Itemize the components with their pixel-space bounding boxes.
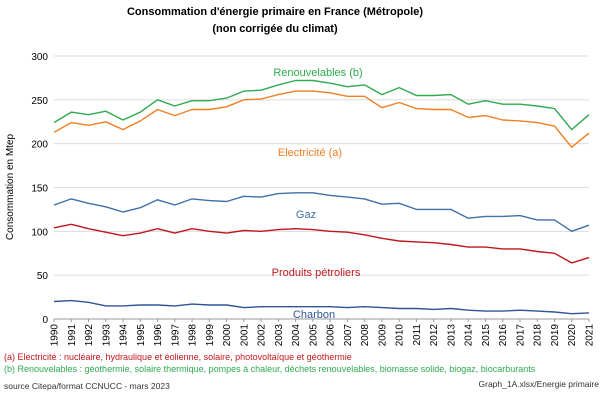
x-tick-label: 2020 xyxy=(567,324,578,347)
x-tick-label: 2014 xyxy=(464,324,475,347)
y-tick-label: 0 xyxy=(42,315,48,326)
x-tick-label: 1996 xyxy=(153,324,164,347)
x-tick-label: 2000 xyxy=(222,324,233,347)
x-axis-ticks: 1990 1991 1992 1993 1994 1995 1996 1997 1998 1999… xyxy=(50,319,596,346)
x-tick-label: 1997 xyxy=(170,324,181,347)
x-tick-label: 2001 xyxy=(239,324,250,347)
footnote-renouvelables: (b) Renouvelables : géothermie, solaire … xyxy=(4,364,536,374)
series-line-renouvelables-b xyxy=(53,79,590,131)
source-note: source Citepa/format CCNUCC - mars 2023 xyxy=(4,381,170,391)
x-tick-label: 2009 xyxy=(377,324,388,347)
x-tick-label: 2010 xyxy=(395,324,406,347)
x-tick-label: 1994 xyxy=(119,324,130,347)
y-axis-label: Consommation en Mtep xyxy=(5,133,16,240)
x-tick-label: 2016 xyxy=(498,324,509,347)
x-tick-label: 1999 xyxy=(205,324,216,347)
footnote-electricite: (a) Electricité : nucléaire, hydraulique… xyxy=(4,352,352,362)
x-tick-label: 1992 xyxy=(84,324,95,347)
x-tick-label: 2021 xyxy=(585,324,596,347)
series-line-electricit-a xyxy=(53,90,590,148)
x-tick-label: 2018 xyxy=(533,324,544,347)
chart-title: Consommation d'énergie primaire en Franc… xyxy=(126,6,423,18)
series-line-produits-p-troliers xyxy=(53,223,590,264)
x-tick-label: 1993 xyxy=(101,324,112,347)
x-tick-label: 1995 xyxy=(136,324,147,347)
series-label-electricite: Electricité (a) xyxy=(278,147,342,159)
series-line-gaz xyxy=(53,192,590,233)
y-tick-label: 150 xyxy=(31,184,48,195)
series-line-charbon xyxy=(53,299,590,315)
x-tick-label: 1990 xyxy=(50,324,61,347)
x-tick-label: 2011 xyxy=(412,324,423,346)
x-tick-label: 2004 xyxy=(291,324,302,347)
y-axis-ticks: 0 50 100 150 200 250 300 xyxy=(31,52,48,326)
x-tick-label: 2005 xyxy=(308,324,319,347)
x-tick-label: 2012 xyxy=(429,324,440,347)
chart-subtitle: (non corrigée du climat) xyxy=(212,23,338,35)
y-tick-label: 200 xyxy=(31,140,48,151)
y-tick-label: 250 xyxy=(31,96,48,107)
gridlines xyxy=(54,55,589,320)
series-label-renouvelables: Renouvelables (b) xyxy=(273,67,362,79)
x-tick-label: 2002 xyxy=(257,324,268,347)
series-label-gaz: Gaz xyxy=(296,209,316,221)
x-tick-label: 2013 xyxy=(446,324,457,347)
series-label-petrole: Produits pétroliers xyxy=(272,267,361,279)
x-tick-label: 1991 xyxy=(67,324,78,347)
y-tick-label: 100 xyxy=(31,227,48,238)
x-tick-label: 2019 xyxy=(550,324,561,347)
x-tick-label: 2015 xyxy=(481,324,492,347)
x-tick-label: 2003 xyxy=(274,324,285,347)
x-tick-label: 2006 xyxy=(326,324,337,347)
x-tick-label: 2007 xyxy=(343,324,354,347)
series-lines xyxy=(53,79,590,315)
x-tick-label: 2017 xyxy=(515,324,526,347)
file-reference: Graph_1A.xlsx/Energie primaire xyxy=(478,379,599,389)
x-tick-label: 2008 xyxy=(360,324,371,347)
x-tick-label: 1998 xyxy=(188,324,199,347)
y-tick-label: 300 xyxy=(31,52,48,63)
y-tick-label: 50 xyxy=(37,271,49,282)
series-label-charbon: Charbon xyxy=(293,309,335,321)
